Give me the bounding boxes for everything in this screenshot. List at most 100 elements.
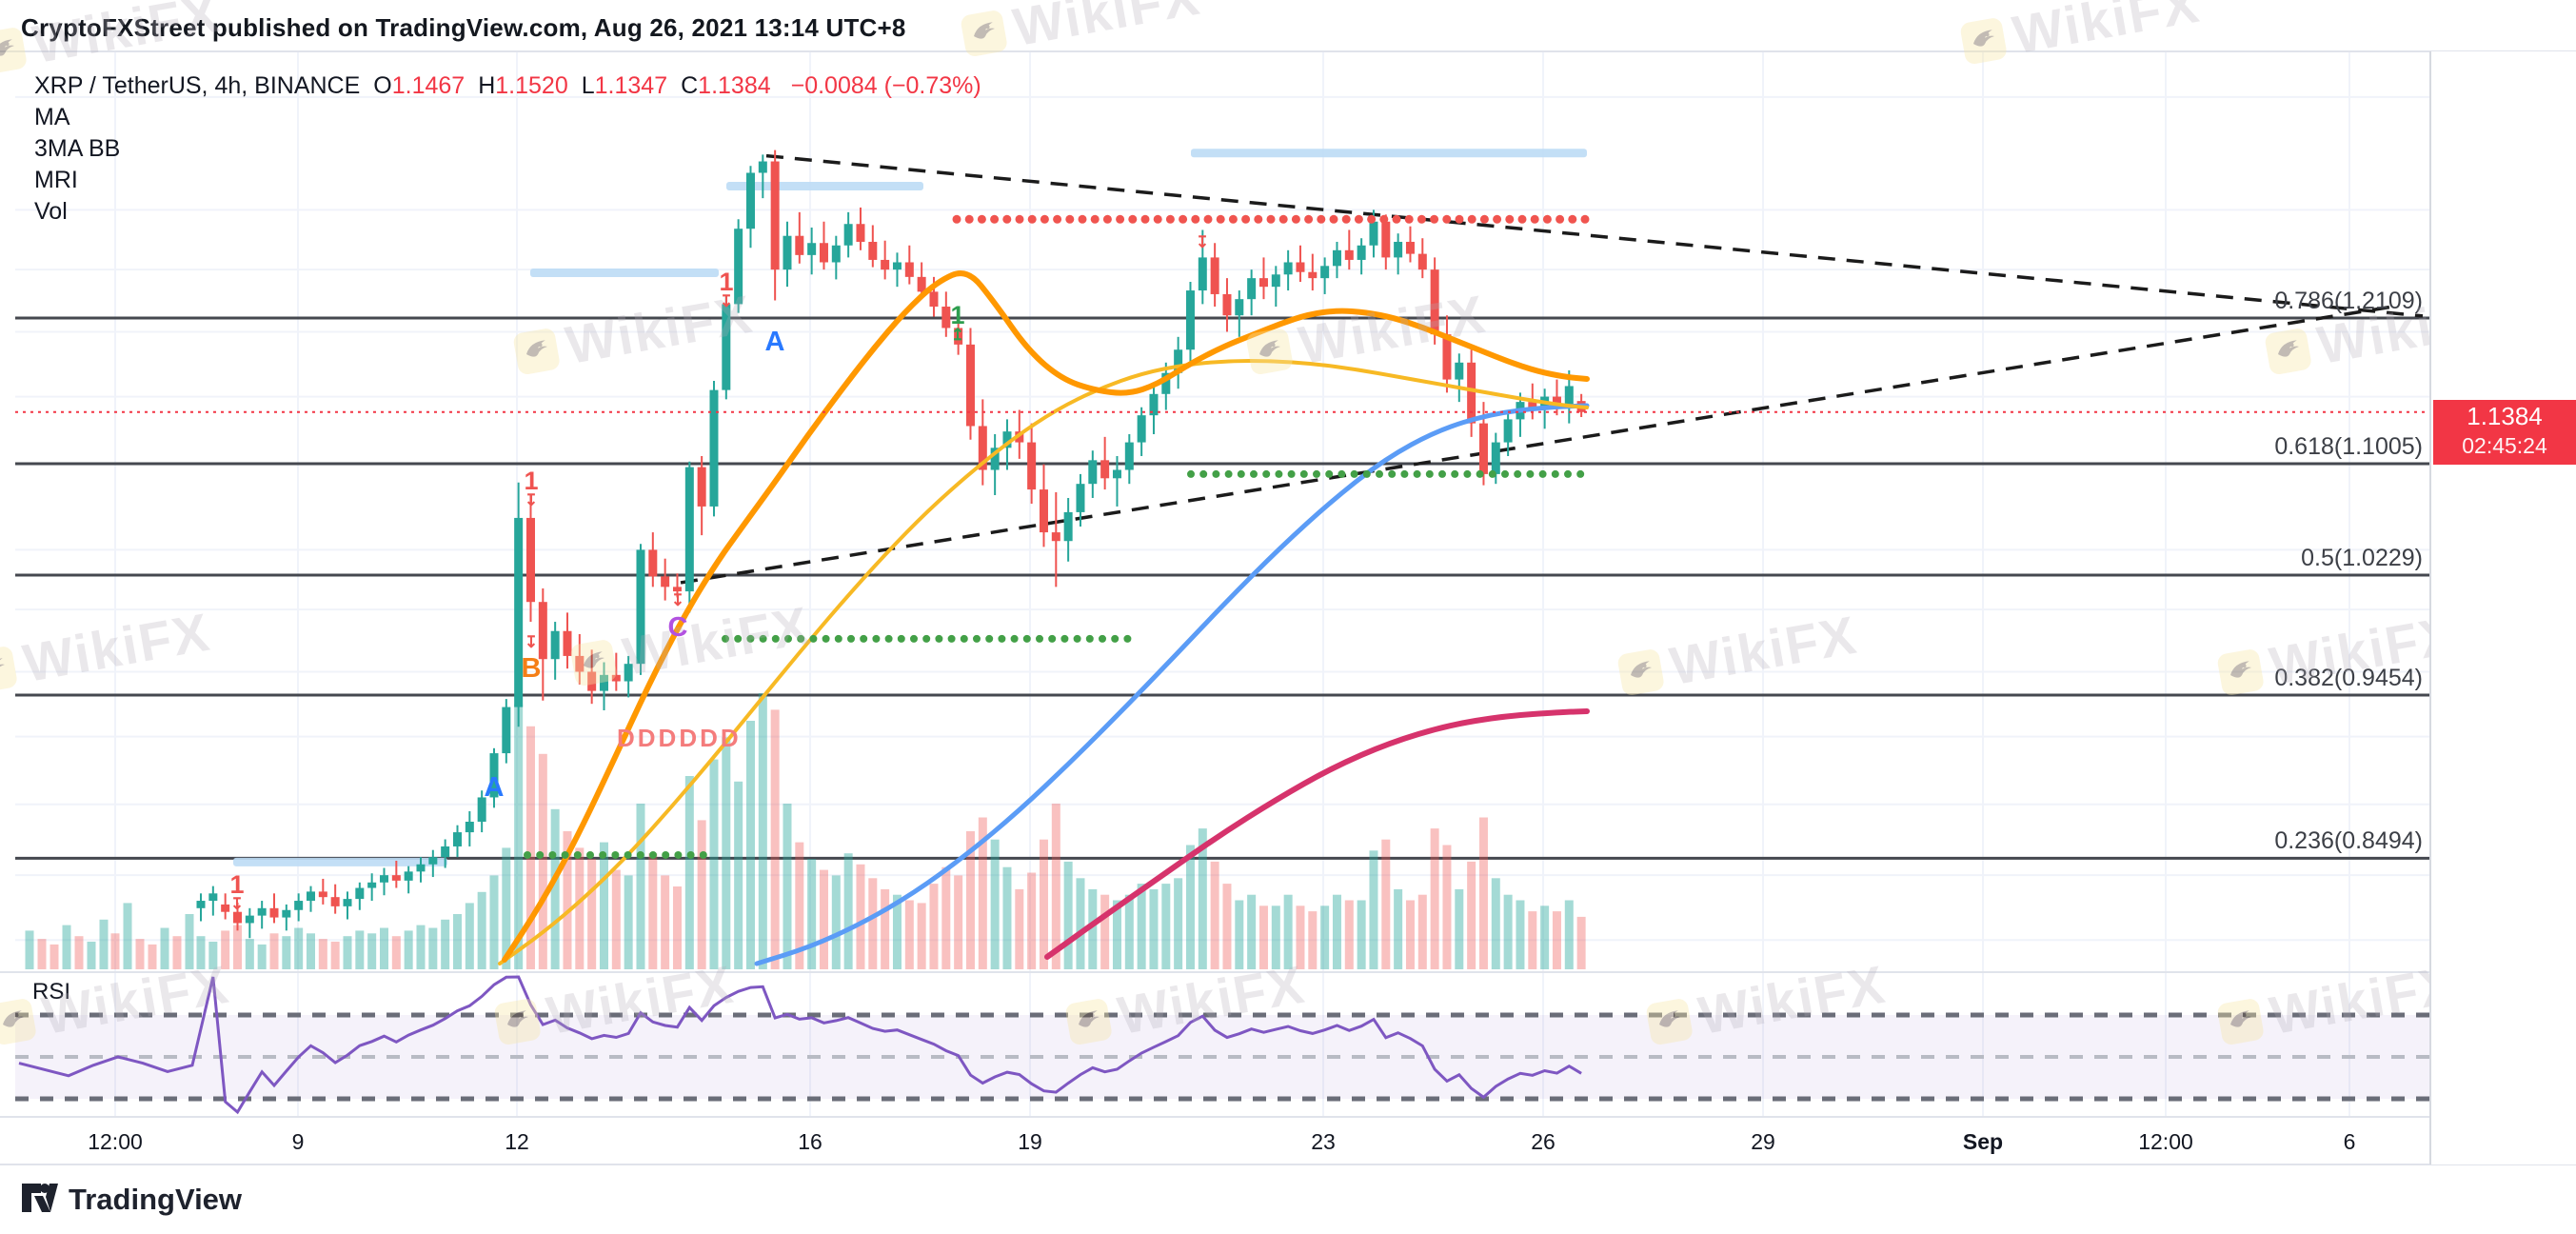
dotted-level-dot — [686, 850, 695, 859]
candle-body — [941, 307, 951, 328]
volume-bar — [1381, 839, 1391, 969]
trendline-dashed[interactable] — [680, 304, 2400, 585]
dotted-level-dot — [1073, 634, 1081, 643]
volume-bar — [355, 930, 365, 969]
candle-body — [391, 875, 401, 881]
volume-bar — [672, 886, 682, 969]
candle-body — [904, 262, 914, 277]
dotted-level-dot — [722, 634, 729, 643]
sell-signal-marker: 1 ↧ — [229, 870, 245, 913]
dotted-level-dot — [1140, 214, 1150, 224]
dotted-level-dot — [1338, 469, 1346, 478]
volume-bar — [624, 875, 633, 969]
dotted-level-dot — [1224, 469, 1233, 478]
candle-body — [1283, 262, 1293, 275]
volume-bar — [1516, 900, 1525, 969]
volume-bar — [538, 753, 547, 969]
candle-body — [1320, 266, 1330, 279]
candle-body — [624, 664, 633, 682]
price-axis-panel[interactable] — [2429, 51, 2576, 1164]
candle-body — [795, 235, 804, 255]
dotted-level-dot — [1425, 469, 1434, 478]
rsi-pane-label[interactable]: RSI — [32, 979, 71, 1005]
trendline-dashed[interactable] — [765, 153, 2424, 318]
volume-bar — [1528, 911, 1537, 969]
volume-bar — [1027, 872, 1037, 969]
ma-blue-line[interactable] — [754, 403, 1590, 966]
volume-bar — [1185, 845, 1195, 969]
volume-bar — [941, 866, 951, 969]
candle-body — [868, 241, 878, 260]
volume-bar — [1369, 850, 1378, 969]
volume-bar — [575, 847, 585, 969]
ohlc-key: O — [373, 72, 392, 99]
volume-bar — [428, 927, 438, 969]
candle-body — [355, 887, 365, 900]
dotted-level-dot — [1291, 214, 1300, 224]
candle-body — [1357, 245, 1366, 260]
candle-body — [611, 674, 621, 682]
time-tick-label: 19 — [1018, 1129, 1042, 1154]
dotted-level-dot — [1048, 634, 1057, 643]
highlight-zone[interactable] — [1191, 149, 1587, 158]
tradingview-branding[interactable]: TradingView — [21, 1183, 242, 1217]
candle-body — [843, 224, 853, 246]
volume-bar — [1015, 888, 1024, 969]
candle-body — [990, 448, 1000, 470]
dotted-level-dot — [662, 850, 670, 859]
ma-fast-line[interactable] — [502, 270, 1590, 963]
volume-bar — [367, 933, 377, 969]
dotted-level-dot — [910, 634, 918, 643]
dotted-level-dot — [1116, 214, 1125, 224]
candle-body — [661, 576, 670, 587]
volume-bar — [1357, 900, 1366, 969]
candle-body — [1381, 221, 1391, 258]
volume-bar — [110, 933, 120, 969]
dotted-level-dot — [1179, 214, 1188, 224]
volume-bar — [196, 936, 206, 969]
dotted-level-dot — [1203, 214, 1213, 224]
indicator-legend-item[interactable]: Vol — [34, 198, 68, 225]
volume-bar — [1161, 884, 1171, 969]
volume-bar — [50, 944, 59, 969]
wave-pivot-arrow: ↧ — [524, 633, 539, 651]
mri-line[interactable] — [1044, 708, 1590, 960]
dotted-level-dot — [1488, 469, 1496, 478]
volume-bar — [404, 930, 413, 969]
dotted-level-dot — [1442, 214, 1452, 224]
volume-bar — [185, 914, 194, 969]
candle-body — [1027, 442, 1037, 490]
candle-body — [257, 907, 267, 916]
dotted-level-dot — [1266, 214, 1276, 224]
candle-body — [1161, 372, 1171, 394]
dotted-level-dot — [1099, 634, 1106, 643]
volume-bar — [550, 808, 560, 969]
symbol-title[interactable]: XRP / TetherUS, 4h, BINANCE — [34, 72, 361, 99]
indicator-legend-item[interactable]: MRI — [34, 167, 78, 193]
highlight-zone[interactable] — [233, 857, 447, 866]
highlight-zone[interactable] — [530, 268, 719, 277]
candle-body — [965, 344, 975, 427]
candle-body — [1442, 334, 1452, 380]
symbol-row[interactable]: XRP / TetherUS, 4h, BINANCE O1.1467 H1.152… — [34, 70, 981, 102]
dotted-level-dot — [952, 214, 961, 224]
candle-body — [1405, 241, 1415, 254]
dotted-level-dot — [561, 850, 569, 859]
candle-body — [1369, 221, 1378, 246]
candle-body — [343, 899, 352, 906]
volume-bar — [294, 927, 304, 969]
volume-bar — [1174, 878, 1183, 969]
dotted-level-dot — [524, 850, 531, 859]
indicator-legend-item[interactable]: 3MA BB — [34, 135, 121, 162]
ma-slow-line[interactable] — [498, 358, 1589, 965]
candle-body — [831, 245, 841, 263]
volume-bar — [269, 933, 279, 969]
dotted-level-dot — [1551, 469, 1559, 478]
dotted-level-dot — [1404, 214, 1414, 224]
candle-body — [550, 630, 560, 660]
indicator-legend-item[interactable]: MA — [34, 104, 70, 130]
dotted-level-dot — [1317, 214, 1326, 224]
candle-body — [1271, 274, 1280, 288]
dotted-level-dot — [1530, 214, 1539, 224]
